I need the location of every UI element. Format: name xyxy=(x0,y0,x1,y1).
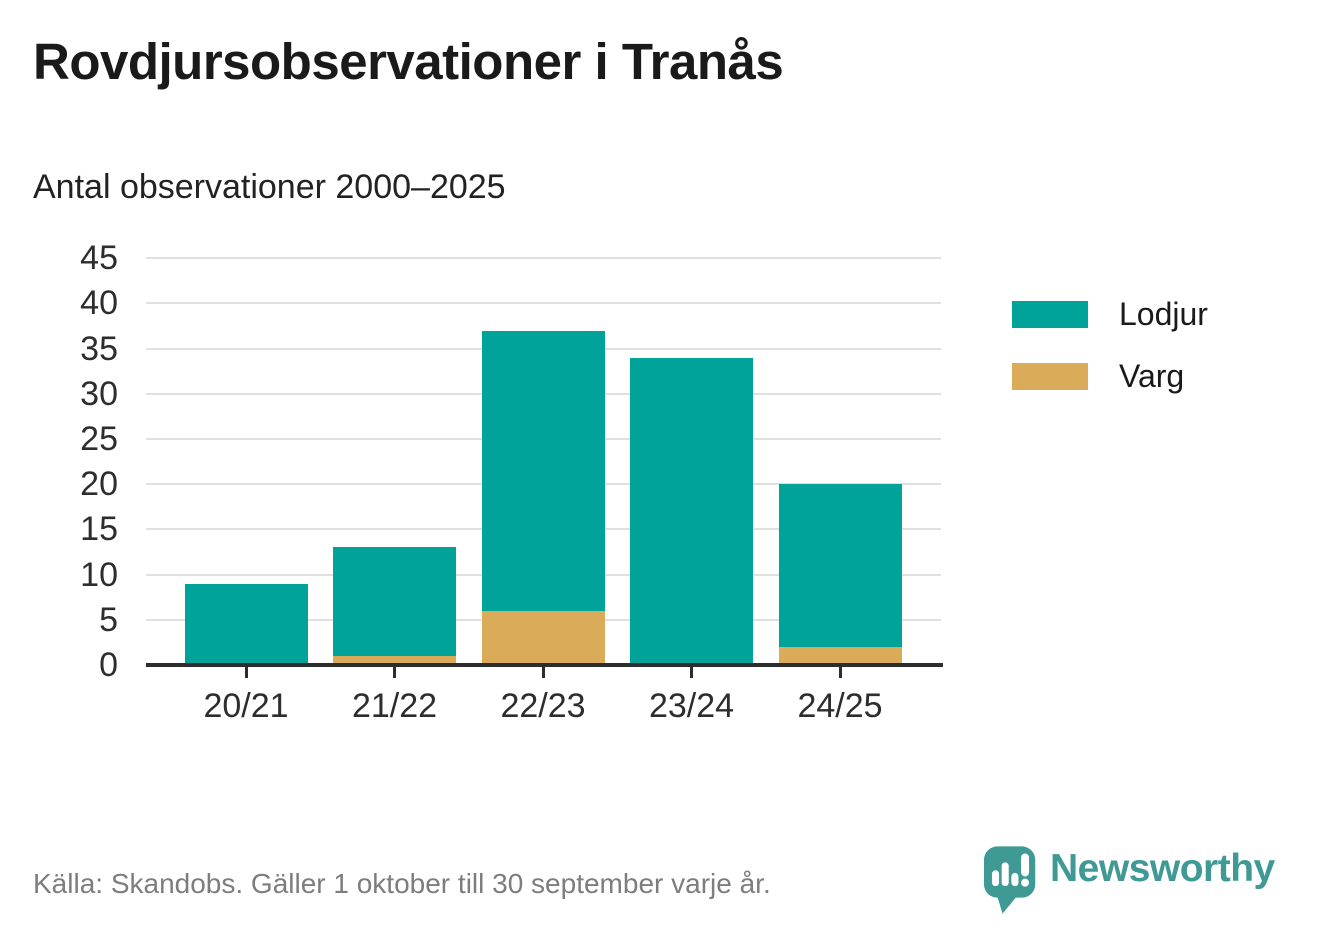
y-axis-tick-label: 0 xyxy=(99,646,118,684)
x-axis-tick xyxy=(838,667,842,678)
newsworthy-speech-bubble-bar-chart-icon xyxy=(984,846,1036,914)
x-axis-tick-label: 24/25 xyxy=(797,687,883,725)
y-axis-tick-label: 25 xyxy=(80,420,118,458)
y-axis-tick-label: 5 xyxy=(99,600,118,639)
legend-label: Varg xyxy=(1119,358,1185,394)
legend-label: Lodjur xyxy=(1119,296,1208,332)
bar-segment-varg xyxy=(778,646,902,665)
legend-item-lodjur: Lodjur xyxy=(1012,298,1208,330)
y-axis-tick-label: 30 xyxy=(80,374,118,413)
x-axis-tick xyxy=(393,667,396,678)
x-axis-tick xyxy=(690,667,693,678)
x-axis-tick xyxy=(244,667,248,678)
newsworthy-logo[interactable]: Newsworthy xyxy=(984,846,1275,914)
bar-segment-varg xyxy=(481,610,605,665)
x-axis-tick-label: 23/24 xyxy=(648,687,735,725)
y-axis-tick-label: 40 xyxy=(80,284,118,323)
legend-swatch xyxy=(1012,362,1088,390)
x-axis-tick xyxy=(541,667,545,678)
legend-swatch xyxy=(1012,300,1088,328)
source-note: Källa: Skandobs. Gäller 1 oktober till 3… xyxy=(33,868,771,899)
bar-segment-lodjur xyxy=(481,330,605,611)
bar-segment-lodjur xyxy=(778,484,902,647)
x-axis-tick-label: 21/22 xyxy=(351,687,438,725)
bar-segment-varg xyxy=(333,655,456,665)
legend: Lodjur Varg xyxy=(1012,298,1208,392)
y-axis-tick-label: 20 xyxy=(80,465,118,504)
gridline xyxy=(146,302,941,305)
bar-segment-lodjur xyxy=(333,547,456,656)
y-axis-tick-label: 35 xyxy=(80,329,118,368)
chart-subtitle: Antal observationer 2000–2025 xyxy=(33,168,506,206)
bar-segment-lodjur xyxy=(184,583,308,665)
legend-item-varg: Varg xyxy=(1012,360,1208,392)
newsworthy-wordmark: Newsworthy xyxy=(1050,847,1275,890)
chart-title: Rovdjursobservationer i Tranås xyxy=(33,33,784,90)
bar-segment-lodjur xyxy=(630,357,753,665)
x-axis-tick-label: 22/23 xyxy=(500,687,586,725)
x-axis-line xyxy=(146,663,943,667)
gridline xyxy=(146,257,941,260)
x-axis-tick-label: 20/21 xyxy=(203,687,289,725)
y-axis-tick-label: 15 xyxy=(80,510,118,549)
y-axis-tick-label: 45 xyxy=(80,239,118,278)
y-axis-tick-label: 10 xyxy=(80,555,118,594)
